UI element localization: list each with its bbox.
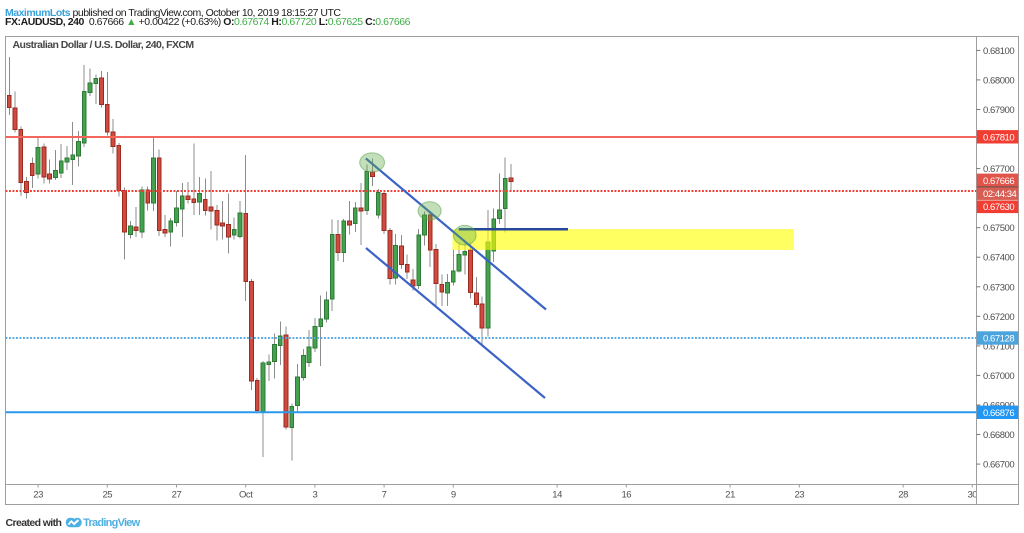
svg-text:23: 23 [794,490,804,501]
svg-text:0.67810: 0.67810 [983,132,1014,143]
svg-text:0.66800: 0.66800 [983,430,1014,441]
svg-text:23: 23 [33,490,43,501]
svg-text:0.67200: 0.67200 [983,312,1014,323]
svg-text:0.67128: 0.67128 [983,334,1014,345]
svg-text:02:44:34: 02:44:34 [983,189,1017,200]
svg-text:25: 25 [102,490,112,501]
svg-text:9: 9 [451,490,456,501]
svg-text:0.67300: 0.67300 [983,282,1014,293]
svg-text:7: 7 [382,490,387,501]
svg-text:16: 16 [621,490,631,501]
svg-text:Oct: Oct [239,490,253,501]
svg-text:30: 30 [967,490,977,501]
svg-text:14: 14 [552,490,562,501]
svg-text:28: 28 [898,490,908,501]
svg-text:0.67400: 0.67400 [983,253,1014,264]
svg-text:0.67100: 0.67100 [983,341,1014,352]
svg-text:0.67700: 0.67700 [983,164,1014,175]
svg-text:0.68000: 0.68000 [983,75,1014,86]
svg-text:0.67666: 0.67666 [983,176,1014,187]
svg-text:27: 27 [172,490,182,501]
svg-text:0.67000: 0.67000 [983,371,1014,382]
svg-text:0.67630: 0.67630 [983,202,1014,213]
svg-text:0.67500: 0.67500 [983,223,1014,234]
svg-text:3: 3 [312,490,317,501]
svg-text:0.66700: 0.66700 [983,460,1014,471]
svg-text:0.68100: 0.68100 [983,46,1014,57]
svg-text:0.67900: 0.67900 [983,105,1014,116]
svg-text:0.66876: 0.66876 [983,408,1014,419]
svg-text:21: 21 [725,490,735,501]
